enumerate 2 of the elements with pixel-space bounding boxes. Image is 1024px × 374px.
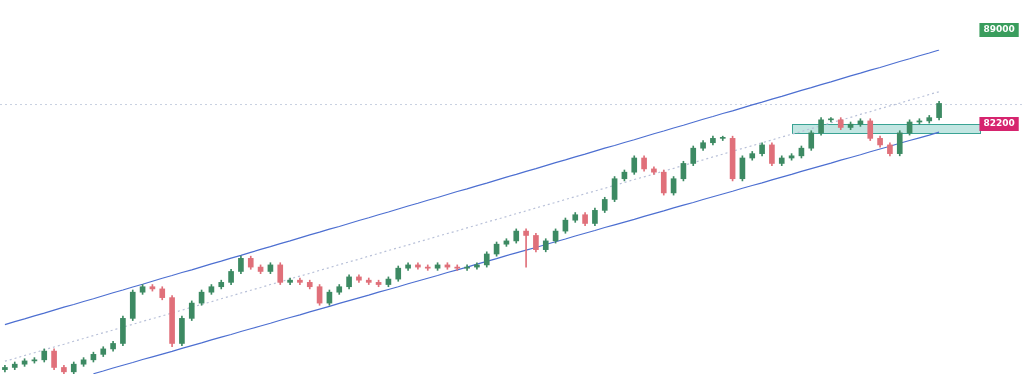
text: 82200 [983,118,1015,129]
text: 89000 [983,24,1015,35]
